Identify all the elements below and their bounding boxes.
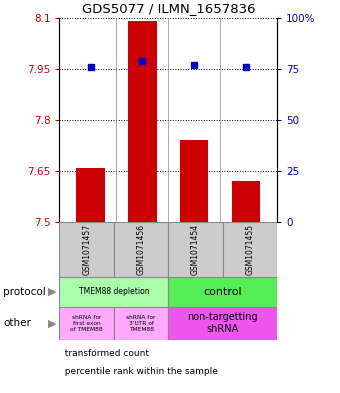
Text: TMEM88 depletion: TMEM88 depletion bbox=[79, 287, 149, 296]
Title: GDS5077 / ILMN_1657836: GDS5077 / ILMN_1657836 bbox=[82, 2, 255, 15]
Text: control: control bbox=[203, 287, 242, 297]
Bar bbox=[223, 222, 277, 277]
Bar bbox=[232, 181, 260, 222]
Text: other: other bbox=[3, 318, 31, 328]
Bar bbox=[114, 222, 168, 277]
Bar bbox=[168, 277, 277, 307]
Text: ▶: ▶ bbox=[49, 287, 57, 297]
Text: shRNA for
3'UTR of
TMEM88: shRNA for 3'UTR of TMEM88 bbox=[126, 315, 156, 332]
Text: percentile rank within the sample: percentile rank within the sample bbox=[59, 367, 218, 376]
Text: GSM1071456: GSM1071456 bbox=[137, 224, 146, 275]
Text: shRNA for
first exon
of TMEM88: shRNA for first exon of TMEM88 bbox=[70, 315, 103, 332]
Bar bbox=[76, 167, 105, 222]
Bar bbox=[168, 222, 223, 277]
Bar bbox=[59, 307, 114, 340]
Text: GSM1071454: GSM1071454 bbox=[191, 224, 200, 275]
Bar bbox=[59, 222, 114, 277]
Text: GSM1071457: GSM1071457 bbox=[82, 224, 91, 275]
Bar bbox=[128, 21, 157, 222]
Bar bbox=[114, 307, 168, 340]
Text: GSM1071455: GSM1071455 bbox=[245, 224, 254, 275]
Bar bbox=[59, 277, 168, 307]
Text: ▶: ▶ bbox=[49, 318, 57, 328]
Bar bbox=[168, 307, 277, 340]
Text: non-targetting
shRNA: non-targetting shRNA bbox=[187, 312, 258, 334]
Bar bbox=[180, 140, 208, 222]
Text: protocol: protocol bbox=[3, 287, 46, 297]
Text: transformed count: transformed count bbox=[59, 349, 150, 358]
